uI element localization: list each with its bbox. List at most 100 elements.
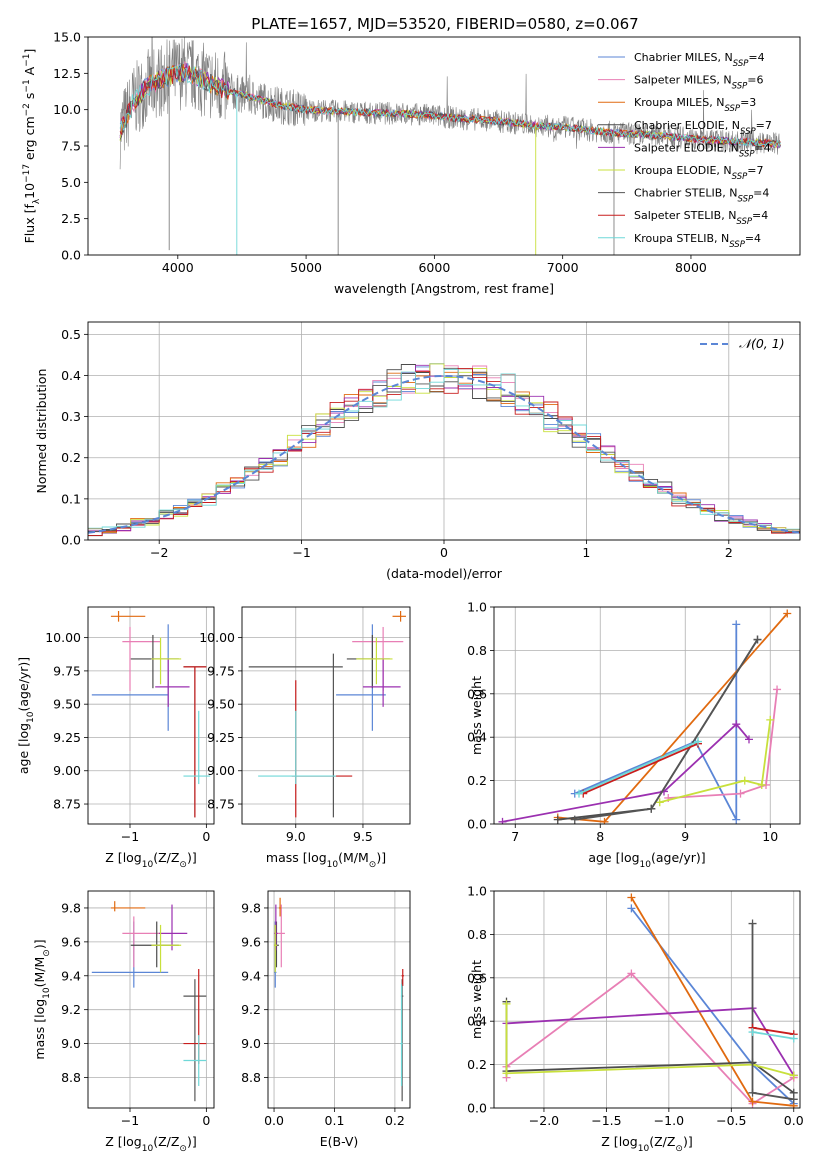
- y-tick-label: 0.0: [467, 1101, 487, 1116]
- age_vs_Z-panel: −1 0 8.75 9.00 9.25 9.50 9.75 10.00 Z [log10(Z/Z…: [16, 606, 215, 870]
- y-tick-label: 9.00: [207, 763, 235, 778]
- y-tick-label: 0.3: [61, 409, 81, 424]
- plus-marker: [502, 999, 511, 1008]
- x-tick-label: −0.5: [716, 1113, 746, 1128]
- data-point: [122, 916, 161, 968]
- y-tick-label: 9.0: [61, 1036, 81, 1051]
- spectrum-legend: Chabrier MILES, NSSP=4 Salpeter MILES, NS…: [598, 51, 772, 250]
- plus-marker: [745, 735, 753, 744]
- x-axis-label: wavelength [Angstrom, rest frame]: [334, 281, 554, 296]
- x-tick-label: 6000: [418, 260, 450, 275]
- y-tick-label: 8.8: [61, 1070, 81, 1085]
- x-tick-label: 0.0: [264, 1113, 284, 1128]
- y-tick-label: 10.00: [45, 630, 81, 645]
- x-tick-label: 0: [202, 1113, 210, 1128]
- y-tick-label: 8.8: [241, 1070, 261, 1085]
- series-line: [752, 1026, 794, 1036]
- y-axis-label: age [log10(age/yr)]: [16, 657, 36, 774]
- data-point: [183, 666, 207, 818]
- plus-marker: [736, 789, 745, 798]
- plus-marker: [748, 919, 757, 928]
- plus-marker: [498, 817, 507, 824]
- y-tick-label: 1.0: [467, 884, 487, 899]
- y-tick-label: 9.4: [241, 968, 261, 983]
- plus-marker: [789, 1095, 798, 1104]
- y-axis-label: mass weight: [469, 960, 484, 1039]
- age_vs_mass-panel: 9.0 9.5 8.75 9.00 9.25 9.50 9.75 10.00 mass [log…: [199, 606, 411, 870]
- weight_vs_Z-panel: −2.0 −1.5 −1.0 −0.5 0.0 0.0 0.2 0.4 0.6 0.8 1.0 Z […: [467, 884, 804, 1155]
- y-tick-label: 9.4: [61, 968, 81, 983]
- y-tick-label: 0.2: [467, 773, 487, 788]
- x-tick-label: 9.5: [353, 829, 373, 844]
- y-axis-label: mass weight: [469, 676, 484, 755]
- series-line: [578, 740, 699, 795]
- y-tick-label: 8.75: [53, 797, 81, 812]
- residuals-legend: 𝒩(0, 1): [700, 336, 785, 351]
- x-axis-label: age [log10(age/yr)]: [588, 850, 705, 870]
- plus-marker: [773, 685, 782, 694]
- y-tick-label: 9.8: [61, 900, 81, 915]
- legend-entry: Chabrier STELIB, NSSP=4: [634, 187, 769, 205]
- data-point: [183, 1035, 207, 1086]
- weight-series: [570, 635, 762, 824]
- y-axis-label: Normed distribution: [34, 369, 49, 494]
- weight-series: [575, 737, 702, 798]
- data-point: [362, 658, 401, 707]
- plus-marker: [748, 1088, 757, 1097]
- legend-entry: Salpeter STELIB, NSSP=4: [634, 209, 768, 227]
- x-axis-label: (data-model)/error: [386, 566, 503, 581]
- data-point: [110, 901, 146, 912]
- x-tick-label: 7: [511, 829, 519, 844]
- y-tick-label: 0.5: [61, 327, 81, 342]
- legend-entry: Kroupa STELIB, NSSP=4: [634, 232, 761, 250]
- y-tick-label: 9.0: [241, 1036, 261, 1051]
- legend-entry: Kroupa ELODIE, NSSP=7: [634, 164, 764, 182]
- plus-marker: [789, 1071, 798, 1080]
- x-tick-label: −2: [150, 545, 168, 560]
- y-tick-label: 0.4: [467, 1014, 487, 1029]
- y-tick-label: 9.50: [207, 697, 235, 712]
- x-tick-label: 7000: [547, 260, 579, 275]
- y-tick-label: 9.2: [61, 1002, 81, 1017]
- y-tick-label: 0.2: [467, 1057, 487, 1072]
- y-tick-label: 9.50: [53, 697, 81, 712]
- axes-frame: [267, 890, 411, 1109]
- x-axis-label: E(B-V): [320, 1134, 359, 1149]
- series-line: [582, 742, 699, 795]
- x-tick-label: 0: [202, 829, 210, 844]
- x-axis-label: mass [log10(M/M⊙)]: [266, 850, 386, 870]
- plus-marker: [502, 1069, 511, 1078]
- normal-curve: [88, 374, 800, 534]
- model-spectrum: [119, 65, 781, 149]
- figure-title: PLATE=1657, MJD=53520, FIBERID=0580, z=0…: [251, 15, 638, 33]
- legend-entry: Chabrier ELODIE, NSSP=7: [634, 119, 772, 137]
- plus-marker: [600, 817, 609, 824]
- x-axis-label: Z [log10(Z/Z⊙)]: [601, 1134, 692, 1154]
- y-tick-label: 0.4: [467, 730, 487, 745]
- x-tick-label: 0.2: [385, 1113, 405, 1128]
- legend-entry: Chabrier MILES, NSSP=4: [634, 51, 765, 69]
- legend-entry: Kroupa MILES, NSSP=3: [634, 96, 756, 114]
- plus-marker: [627, 904, 636, 913]
- series-line: [505, 1003, 795, 1077]
- y-tick-label: 0.8: [467, 927, 487, 942]
- y-tick-label: 9.75: [207, 663, 235, 678]
- plus-marker: [694, 737, 702, 746]
- y-tick-label: 10.00: [199, 630, 235, 645]
- axes-frame: [241, 606, 411, 825]
- x-tick-label: −1.5: [591, 1113, 621, 1128]
- plus-marker: [655, 798, 664, 807]
- data-point: [122, 626, 161, 691]
- y-tick-label: 9.25: [53, 730, 81, 745]
- plus-marker: [732, 720, 741, 729]
- y-tick-label: 7.5: [61, 139, 81, 154]
- plus-marker: [748, 1028, 757, 1037]
- x-tick-label: 0: [440, 545, 448, 560]
- series-line: [752, 1031, 794, 1040]
- data-point: [151, 637, 182, 685]
- x-axis-label: Z [log10(Z/Z⊙)]: [105, 1134, 196, 1154]
- series-line: [502, 722, 750, 823]
- weight-series: [748, 1028, 798, 1043]
- x-axis-label: Z [log10(Z/Z⊙)]: [105, 850, 196, 870]
